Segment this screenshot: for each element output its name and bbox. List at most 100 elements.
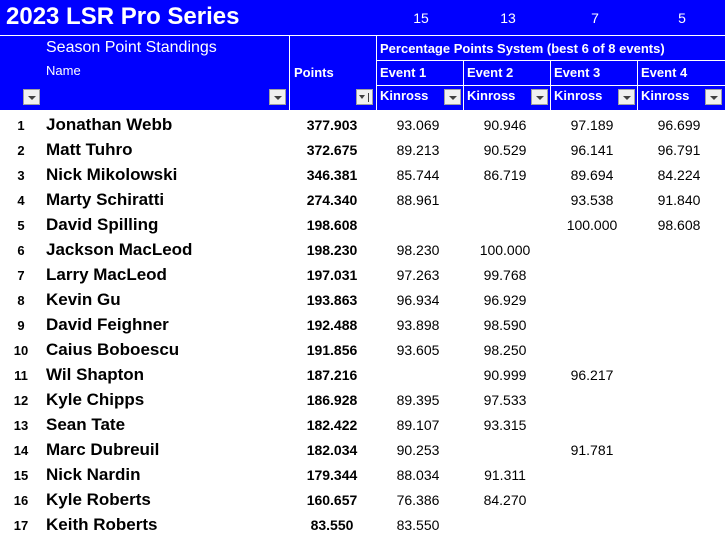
points-cell: 192.488 [306,317,358,333]
table-row: 6 Jackson MacLeod 198.230 98.230 100.000 [0,238,725,263]
filter-dropdown-event-2[interactable] [531,89,548,105]
event-2-score: 90.999 [483,367,527,383]
table-row: 3 Nick Mikolowski 346.381 85.744 86.719 89.69… [0,163,725,188]
event-3-score: 97.189 [570,117,614,133]
driver-name: Jackson MacLeod [46,240,193,259]
table-row: 17 Keith Roberts 83.550 83.550 [0,513,725,538]
event-4-venue: Kinross [641,88,690,103]
event-1-count: 15 [413,10,429,26]
points-cell: 187.216 [306,367,358,383]
rank-cell: 9 [17,318,25,333]
driver-name: Marc Dubreuil [46,440,160,459]
table-row: 8 Kevin Gu 193.863 96.934 96.929 [0,288,725,313]
divider [550,60,551,110]
event-2-score: 100.000 [479,242,531,258]
divider [637,60,638,110]
points-cell: 198.608 [306,217,358,233]
column-header-name: Name [46,63,81,78]
table-row: 12 Kyle Chipps 186.928 89.395 97.533 [0,388,725,413]
event-4-score: 91.840 [657,192,701,208]
rank-cell: 17 [13,518,29,533]
rank-cell: 13 [13,418,29,433]
rank-cell: 3 [17,168,25,183]
filter-dropdown-event-3[interactable] [618,89,635,105]
rank-cell: 1 [17,118,25,133]
column-header-event-4: Event 4 [641,65,688,80]
points-cell: 372.675 [306,142,358,158]
table-row: 11 Wil Shapton 187.216 90.999 96.217 [0,363,725,388]
event-4-score: 96.791 [657,142,701,158]
driver-name: Wil Shapton [46,365,145,384]
rank-cell: 15 [13,468,29,483]
column-header-points: Points [294,65,334,80]
event-3-score: 96.217 [570,367,614,383]
event-2-count: 13 [500,10,516,26]
points-cell: 182.034 [306,442,358,458]
driver-name: Sean Tate [46,415,126,434]
table-row: 13 Sean Tate 182.422 89.107 93.315 [0,413,725,438]
event-2-score: 84.270 [483,492,527,508]
event-2-score: 98.590 [483,317,527,333]
driver-name: Kyle Roberts [46,490,151,509]
column-header-event-2: Event 2 [467,65,514,80]
rank-cell: 2 [17,143,25,158]
rank-cell: 11 [14,368,28,383]
event-2-score: 98.250 [483,342,527,358]
event-2-score: 99.768 [483,267,527,283]
table-row: 7 Larry MacLeod 197.031 97.263 99.768 [0,263,725,288]
points-cell: 83.550 [310,517,354,533]
event-1-score: 93.069 [396,117,440,133]
event-1-score: 88.034 [396,467,440,483]
event-3-score: 89.694 [570,167,614,183]
table-row: 5 David Spilling 198.608 100.000 98.608 [0,213,725,238]
driver-name: David Feighner [46,315,169,334]
filter-dropdown-name[interactable] [269,89,286,105]
points-cell: 182.422 [306,417,358,433]
event-1-score: 93.605 [396,342,440,358]
rank-cell: 16 [13,493,29,508]
event-1-score: 96.934 [396,292,440,308]
filter-dropdown-event-4[interactable] [705,89,722,105]
driver-name: Larry MacLeod [46,265,167,284]
rank-cell: 5 [17,218,25,233]
event-2-score: 90.946 [483,117,527,133]
rank-cell: 6 [17,243,25,258]
column-header-event-1: Event 1 [380,65,427,80]
divider [463,60,464,110]
event-1-score: 83.550 [396,517,440,533]
driver-name: Marty Schiratti [46,190,165,209]
points-cell: 197.031 [306,267,358,283]
points-cell: 377.903 [306,117,358,133]
event-4-count: 5 [678,10,686,26]
table-row: 9 David Feighner 192.488 93.898 98.590 [0,313,725,338]
points-system-label: Percentage Points System (best 6 of 8 ev… [380,41,665,56]
event-3-score: 91.781 [570,442,614,458]
filter-dropdown-points-sorted[interactable] [356,89,373,105]
column-header-event-3: Event 3 [554,65,601,80]
points-cell: 186.928 [306,392,358,408]
filter-dropdown-rank[interactable] [23,89,40,105]
event-2-score: 97.533 [483,392,527,408]
event-2-score: 96.929 [483,292,527,308]
event-2-score: 90.529 [483,142,527,158]
standings-table: 1 Jonathan Webb 377.903 93.069 90.946 97.189 9… [0,113,725,538]
driver-name: Keith Roberts [46,515,158,534]
points-cell: 160.657 [306,492,358,508]
event-3-score: 100.000 [566,217,618,233]
event-3-count: 7 [591,10,599,26]
driver-name: Kevin Gu [46,290,121,309]
driver-name: Caius Boboescu [46,340,180,359]
event-2-venue: Kinross [467,88,516,103]
event-4-score: 96.699 [657,117,701,133]
filter-dropdown-event-1[interactable] [444,89,461,105]
rank-cell: 7 [17,268,25,283]
driver-name: David Spilling [46,215,159,234]
points-cell: 198.230 [306,242,358,258]
event-1-score: 76.386 [396,492,440,508]
rank-cell: 10 [13,343,29,358]
section-subtitle: Season Point Standings [46,39,217,56]
points-cell: 274.340 [306,192,358,208]
points-cell: 346.381 [306,167,358,183]
driver-name: Jonathan Webb [46,115,173,134]
